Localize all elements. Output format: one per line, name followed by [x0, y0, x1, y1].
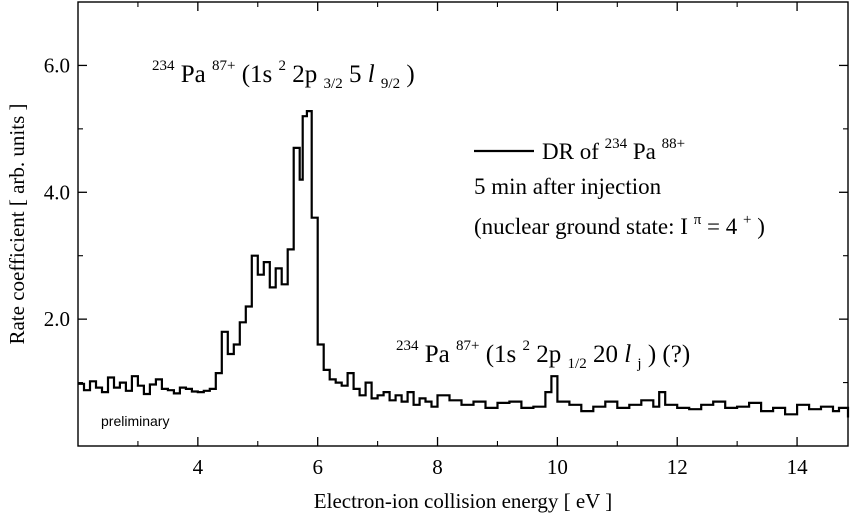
legend-line-ground-state: (nuclear ground state: I π = 4 + )	[474, 204, 765, 239]
y-tick-label-2: 2.0	[44, 307, 70, 331]
x-tick-label-8: 8	[432, 455, 443, 479]
plot-frame	[77, 1, 849, 447]
x-axis-label: Electron-ion collision energy [ eV ]	[314, 489, 612, 513]
y-axis-label: Rate coefficient [ arb. units ]	[5, 103, 29, 344]
x-tick-label-12: 12	[667, 455, 688, 479]
x-tick-label-6: 6	[312, 455, 323, 479]
y-tick-label-6: 6.0	[44, 53, 70, 77]
axis-ticks	[78, 2, 848, 446]
tick-labels: 4 6 8 10 12 14 2.0 4.0 6.0	[44, 53, 808, 479]
peak-annotation: 234 Pa 87+ (1s 2 2p 3/2 5 l 9/2 )	[152, 49, 415, 94]
series-line-dr-234pa88	[78, 110, 850, 418]
legend-entry-dr: DR of 234 Pa 88+	[542, 128, 685, 164]
y-tick-label-4: 4.0	[44, 180, 70, 204]
x-tick-label-10: 10	[547, 455, 568, 479]
legend: DR of 234 Pa 88+ 5 min after injection (…	[474, 128, 765, 239]
preliminary-note: preliminary	[101, 413, 169, 429]
x-tick-label-4: 4	[193, 455, 204, 479]
x-tick-label-14: 14	[787, 455, 809, 479]
legend-line-injection: 5 min after injection	[474, 174, 662, 199]
secondary-annotation: 234 Pa 87+ (1s 2 2p 1/2 20 l j ) (?)	[396, 329, 690, 374]
